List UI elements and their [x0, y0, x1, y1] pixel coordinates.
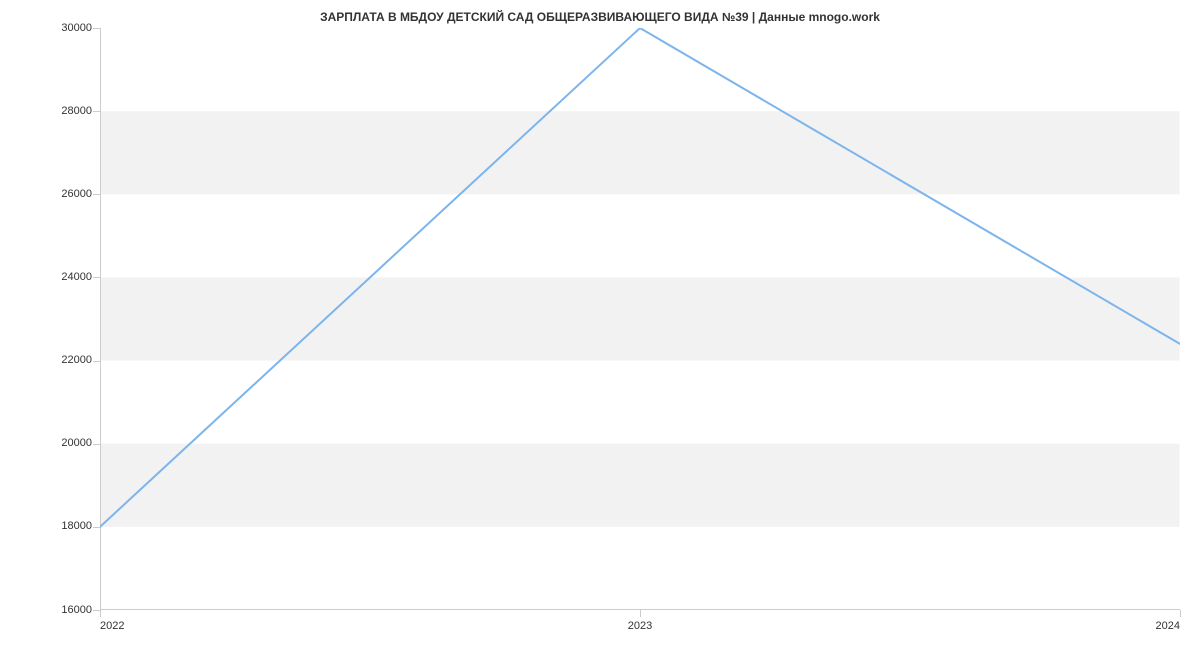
x-tick-label: 2022 — [100, 620, 124, 632]
y-tick-mark — [93, 277, 100, 278]
y-tick-label: 18000 — [61, 520, 92, 532]
y-tick-label: 16000 — [61, 604, 92, 616]
chart-title: ЗАРПЛАТА В МБДОУ ДЕТСКИЙ САД ОБЩЕРАЗВИВА… — [0, 10, 1200, 24]
y-tick-label: 26000 — [61, 188, 92, 200]
y-tick-label: 30000 — [61, 22, 92, 34]
y-tick-mark — [93, 527, 100, 528]
y-tick-label: 24000 — [61, 271, 92, 283]
y-tick-mark — [93, 361, 100, 362]
y-tick-label: 20000 — [61, 437, 92, 449]
x-tick-mark — [640, 610, 641, 617]
x-tick-label: 2023 — [628, 620, 652, 632]
y-tick-label: 28000 — [61, 105, 92, 117]
x-tick-mark — [1180, 610, 1181, 617]
chart-svg — [100, 28, 1180, 610]
y-tick-mark — [93, 28, 100, 29]
y-tick-mark — [93, 111, 100, 112]
y-tick-mark — [93, 194, 100, 195]
x-tick-mark — [100, 610, 101, 617]
x-tick-label: 2024 — [1156, 620, 1180, 632]
y-tick-mark — [93, 610, 100, 611]
chart-plot-area — [100, 28, 1180, 610]
y-tick-label: 22000 — [61, 354, 92, 366]
y-tick-mark — [93, 444, 100, 445]
